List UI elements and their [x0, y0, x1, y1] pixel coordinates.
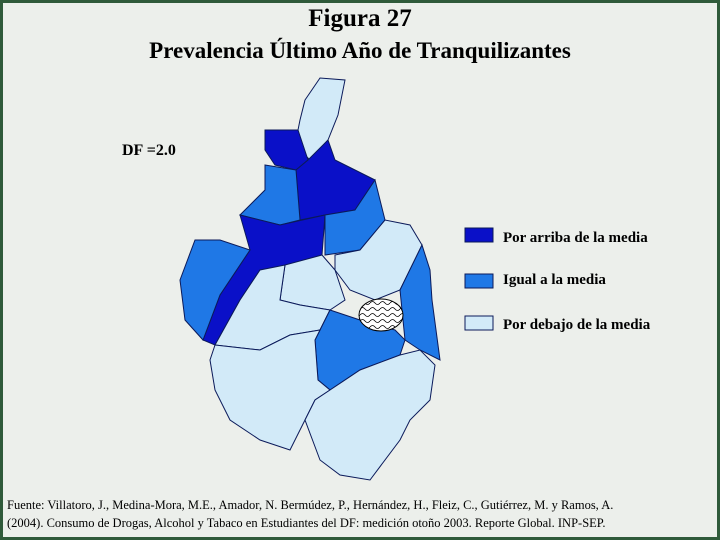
legend-swatch	[464, 227, 494, 243]
source-line1: Fuente: Villatoro, J., Medina-Mora, M.E.…	[7, 498, 613, 512]
legend-label: Por arriba de la media	[503, 230, 648, 246]
legend-swatch	[464, 273, 494, 289]
legend-swatch	[464, 315, 494, 331]
title-line2: Prevalencia Último Año de Tranquilizante…	[149, 38, 571, 63]
region	[179, 239, 251, 341]
map	[179, 77, 441, 481]
title-line1: Figura 27	[308, 5, 411, 32]
legend-label: Por debajo de la media	[503, 317, 651, 333]
source-line2: (2004). Consumo de Drogas, Alcohol y Tab…	[7, 516, 605, 530]
lake-pattern	[359, 299, 403, 331]
region	[304, 349, 436, 481]
annotation: DF =2.0	[122, 142, 176, 159]
legend: Por arriba de la media Igual a la media …	[464, 227, 651, 333]
region	[399, 243, 441, 361]
legend-label: Igual a la media	[503, 272, 606, 288]
